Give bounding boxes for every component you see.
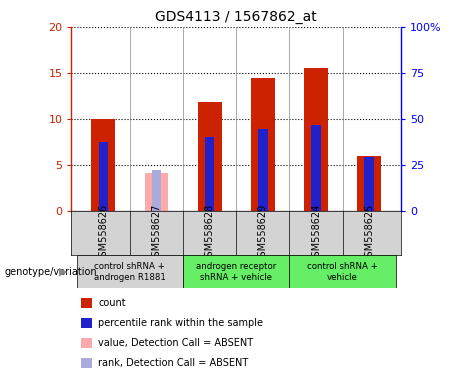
Text: GSM558624: GSM558624 (311, 204, 321, 263)
Bar (77, 255, 183, 288)
Text: control shRNA +
androgen R1881: control shRNA + androgen R1881 (94, 262, 166, 282)
Text: genotype/variation: genotype/variation (5, 266, 97, 277)
Text: value, Detection Call = ABSENT: value, Detection Call = ABSENT (98, 338, 253, 348)
Title: GDS4113 / 1567862_at: GDS4113 / 1567862_at (155, 10, 317, 25)
Bar (91, 119, 115, 211)
Bar (183, 255, 290, 288)
Text: GSM558627: GSM558627 (152, 204, 161, 263)
Bar (258, 129, 268, 211)
Text: androgen receptor
shRNA + vehicle: androgen receptor shRNA + vehicle (196, 262, 277, 282)
Bar (152, 170, 161, 211)
Text: control shRNA +
vehicle: control shRNA + vehicle (307, 262, 378, 282)
Bar (290, 255, 396, 288)
Bar (198, 103, 222, 211)
Bar (99, 142, 108, 211)
Text: ▶: ▶ (59, 266, 67, 277)
Bar (357, 156, 381, 211)
Text: count: count (98, 298, 126, 308)
Text: percentile rank within the sample: percentile rank within the sample (98, 318, 263, 328)
Text: GSM558626: GSM558626 (98, 204, 108, 263)
Text: GSM558625: GSM558625 (364, 204, 374, 263)
Text: rank, Detection Call = ABSENT: rank, Detection Call = ABSENT (98, 358, 248, 368)
Text: GSM558628: GSM558628 (205, 204, 215, 263)
Bar (145, 174, 168, 211)
Bar (311, 124, 321, 211)
Bar (364, 157, 374, 211)
Bar (205, 137, 214, 211)
Bar (251, 78, 275, 211)
Bar (304, 68, 328, 211)
Text: GSM558629: GSM558629 (258, 204, 268, 263)
